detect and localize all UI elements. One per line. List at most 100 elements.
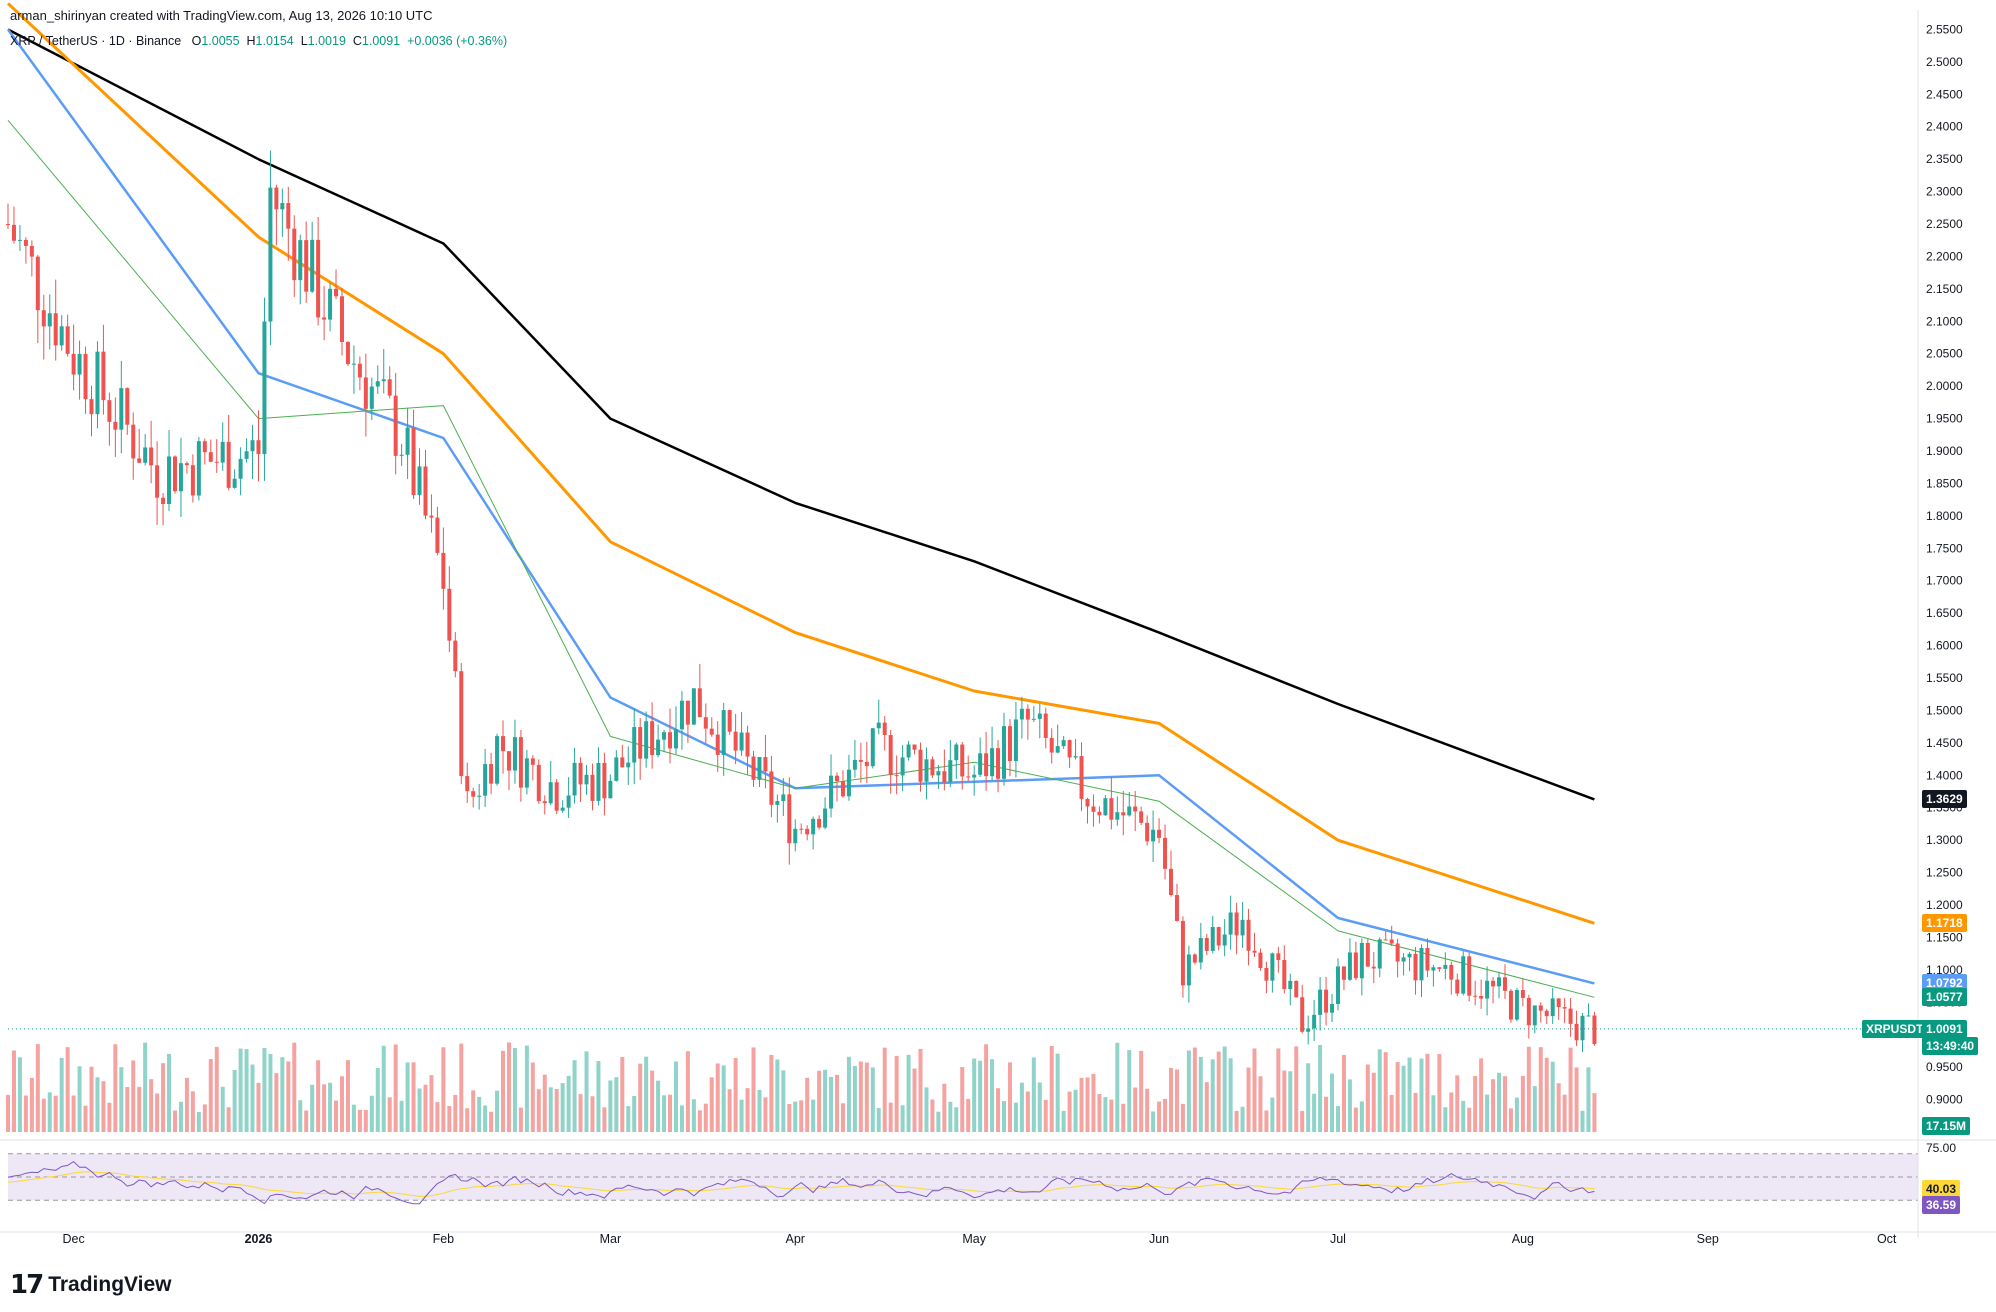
volume-bar — [1002, 1101, 1006, 1132]
volume-bar — [936, 1111, 941, 1132]
candle-body — [357, 363, 362, 378]
volume-bar — [1312, 1093, 1317, 1132]
candle-body — [727, 710, 732, 732]
candle-body — [846, 769, 851, 797]
volume-bar — [650, 1070, 655, 1132]
volume-bar — [1479, 1058, 1484, 1132]
volume-bar — [334, 1100, 339, 1132]
volume-bar — [1532, 1086, 1537, 1132]
volume-bar — [316, 1060, 321, 1132]
low-value: 1.0019 — [307, 34, 346, 48]
candle-body — [835, 775, 840, 782]
time-axis[interactable]: Dec 2026 Feb Mar Apr May Jun Jul Aug Sep Oct — [0, 1231, 1996, 1246]
volume-bar — [1306, 1063, 1311, 1132]
candle-body — [954, 744, 959, 761]
volume-bar — [435, 1102, 440, 1132]
volume-bar — [1324, 1096, 1329, 1132]
candle-body — [578, 762, 583, 785]
candle-body — [608, 780, 613, 799]
volume-bar — [799, 1100, 804, 1132]
volume-bar — [447, 1105, 452, 1132]
ma-line-ma100 — [6, 2, 1595, 925]
price-tick-label: 1.5000 — [1926, 703, 1963, 717]
change-value: +0.0036 (+0.36%) — [407, 34, 508, 48]
candle-body — [1532, 1005, 1537, 1026]
candle-body — [89, 399, 94, 415]
price-tick-label: 2.4000 — [1926, 120, 1963, 134]
candle-body — [596, 762, 601, 801]
price-axis[interactable]: 2.5500 2.5000 2.4500 2.4000 2.3500 2.3000 2.25… — [1917, 10, 1963, 1238]
candle-body — [1234, 912, 1239, 936]
volume-bar — [584, 1051, 589, 1132]
volume-bar — [417, 1088, 422, 1132]
volume-bar — [143, 1042, 148, 1132]
volume-bar — [888, 1102, 893, 1132]
volume-bar — [465, 1108, 470, 1132]
volume-bar — [882, 1047, 887, 1132]
candle-body — [709, 728, 714, 735]
volume-bar — [715, 1063, 720, 1132]
volume-bar — [685, 1051, 690, 1132]
volume-bar — [572, 1060, 577, 1132]
candle-body — [363, 377, 368, 409]
volume-bar — [501, 1050, 506, 1132]
symbol-title[interactable]: XRP / TetherUS · 1D · Binance — [10, 34, 182, 48]
volume-bar — [1389, 1094, 1394, 1132]
candle-body — [238, 458, 243, 479]
candle-body — [644, 721, 649, 759]
price-tick-label: 1.9000 — [1926, 444, 1963, 458]
candle-body — [1091, 806, 1096, 812]
volume-bar — [852, 1065, 857, 1132]
candle-body — [1013, 719, 1018, 762]
volume-bar — [1526, 1046, 1531, 1132]
candle-body — [1550, 998, 1555, 1017]
volume-bar — [721, 1065, 726, 1132]
volume-bar — [202, 1104, 207, 1132]
candle-body — [829, 775, 834, 809]
volume-bar — [1157, 1101, 1162, 1132]
volume-bar — [620, 1056, 625, 1132]
volume-bar — [1318, 1044, 1323, 1132]
volume-bar — [1437, 1054, 1442, 1132]
volume-bar — [1151, 1111, 1156, 1132]
candle-body — [161, 497, 166, 504]
candle-body — [721, 710, 726, 755]
volume-bar — [656, 1080, 661, 1132]
volume-bar — [864, 1062, 869, 1132]
volume-bar — [1043, 1099, 1048, 1132]
candle-body — [435, 517, 440, 553]
candle-body — [1580, 1015, 1585, 1041]
candle-body — [1139, 811, 1144, 823]
candle-body — [781, 794, 786, 802]
candle-body — [1330, 1004, 1335, 1013]
candle-body — [769, 771, 774, 805]
volume-bar — [161, 1063, 166, 1132]
rsi-tick-label: 75.00 — [1926, 1141, 1956, 1155]
candle-body — [1508, 990, 1513, 1020]
candle-body — [900, 757, 905, 776]
volume-bar — [673, 1061, 678, 1132]
candle-body — [101, 351, 106, 401]
volume-bar — [381, 1045, 386, 1132]
price-tick-label: 1.7500 — [1926, 541, 1963, 555]
candle-body — [1371, 966, 1376, 969]
volume-bar — [399, 1100, 404, 1132]
candle-body — [1049, 737, 1054, 753]
candle-body — [518, 737, 523, 788]
volume-bar — [1037, 1082, 1042, 1132]
candle-body — [1306, 1028, 1311, 1032]
candle-body — [972, 774, 977, 778]
candle-body — [1479, 996, 1484, 999]
volume-bar — [1461, 1100, 1466, 1132]
candle-body — [322, 317, 327, 320]
candle-body — [1145, 822, 1150, 842]
price-tick-label: 2.2000 — [1926, 249, 1963, 263]
candle-body — [184, 463, 189, 466]
candle-body — [924, 759, 929, 782]
volume-bar — [1234, 1110, 1239, 1132]
price-tick-label: 1.3000 — [1926, 833, 1963, 847]
candle-body — [936, 771, 941, 776]
candle-body — [1282, 960, 1287, 990]
tradingview-logo[interactable]: 17 TradingView — [10, 1270, 172, 1300]
